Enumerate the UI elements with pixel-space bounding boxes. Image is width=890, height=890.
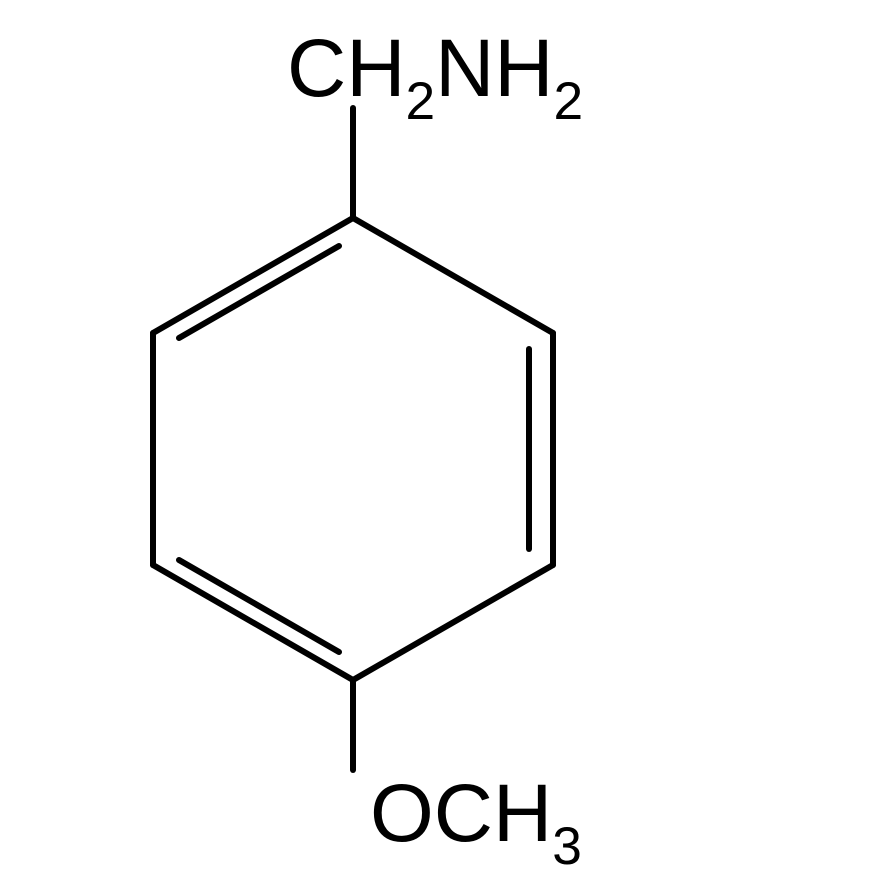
chemical-structure-canvas: CH2NH2 OCH3 [0, 0, 890, 890]
bond-v4-v5-inner [179, 560, 339, 652]
structure-svg [0, 0, 890, 890]
top-ch: CH [287, 23, 405, 114]
bottom-och: OCH [370, 768, 552, 859]
bond-v6-v1-outer [153, 218, 353, 333]
bottom-group-label: OCH3 [370, 767, 582, 871]
top-group-label: CH2NH2 [287, 22, 583, 126]
bond-v6-v1-inner [179, 246, 339, 338]
top-sub2b: 2 [554, 72, 584, 131]
bond-v4-v5-outer [153, 565, 353, 680]
top-sub2a: 2 [405, 72, 435, 131]
bond-v3-v4 [353, 565, 553, 680]
top-nh: NH [435, 23, 553, 114]
bond-v1-v2 [353, 218, 553, 333]
bottom-sub3: 3 [552, 817, 582, 876]
